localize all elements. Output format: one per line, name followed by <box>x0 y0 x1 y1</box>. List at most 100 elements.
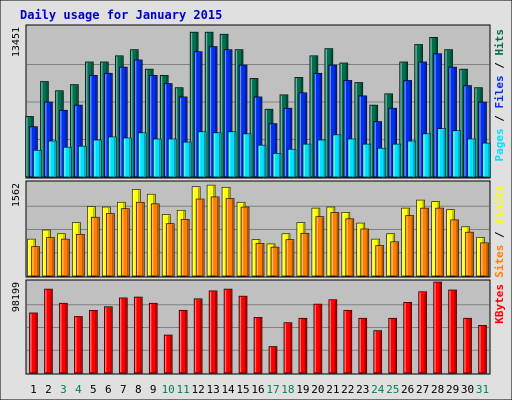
bar-pages-day-14 <box>227 131 237 178</box>
x-tick-label: 10 <box>162 383 175 396</box>
bar-pages-day-4 <box>78 145 87 178</box>
bar-sites-day-2 <box>46 237 55 277</box>
x-tick-label: 23 <box>356 383 369 396</box>
series-pages <box>33 128 491 178</box>
bar-kbytes-day-7 <box>118 297 128 374</box>
legend-sites: Sites <box>493 245 506 278</box>
bar-sites-day-13 <box>210 196 220 277</box>
x-tick-label: 16 <box>251 383 264 396</box>
bar-kbytes-day-19 <box>298 317 308 374</box>
bar-pages-day-13 <box>212 132 222 178</box>
bar-pages-day-7 <box>122 137 132 178</box>
panel-legend: Sites / Visits <box>493 185 506 278</box>
bar-pages-day-20 <box>317 139 327 178</box>
bar-kbytes-day-6 <box>104 306 113 374</box>
bar-pages-day-6 <box>108 136 117 178</box>
bar-sites-day-29 <box>450 219 459 277</box>
bar-sites-day-20 <box>315 216 325 277</box>
bar-kbytes-day-28 <box>433 281 442 374</box>
bar-sites-day-25 <box>390 241 400 277</box>
bar-pages-day-29 <box>452 130 461 178</box>
bar-kbytes-day-11 <box>178 309 188 374</box>
x-tick-label: 30 <box>461 383 474 396</box>
x-tick-label: 22 <box>341 383 354 396</box>
bar-sites-day-30 <box>465 231 474 277</box>
bar-pages-day-18 <box>287 148 297 178</box>
chart-title: Daily usage for January 2015 <box>20 8 222 22</box>
bar-pages-day-26 <box>407 140 416 178</box>
bar-kbytes-day-18 <box>283 322 293 374</box>
legend-visits: Visits <box>493 185 506 225</box>
bar-sites-day-19 <box>300 232 310 277</box>
x-tick-label: 6 <box>105 383 112 396</box>
legend-separator: / <box>493 109 506 129</box>
bar-sites-day-3 <box>61 238 70 277</box>
bar-sites-day-27 <box>420 207 429 277</box>
bar-pages-day-2 <box>48 140 57 178</box>
bar-pages-day-10 <box>167 138 177 178</box>
bar-pages-day-27 <box>422 133 431 178</box>
bar-sites-day-1 <box>31 246 40 277</box>
x-tick-label: 8 <box>135 383 142 396</box>
bar-sites-day-28 <box>435 207 444 277</box>
panel-max-label: 98199 <box>11 282 22 312</box>
x-tick-label: 4 <box>75 383 82 396</box>
bar-kbytes-day-4 <box>74 316 83 374</box>
bar-kbytes-day-27 <box>418 291 427 374</box>
bar-kbytes-day-29 <box>448 289 457 374</box>
x-tick-label: 18 <box>281 383 294 396</box>
legend-pages: Pages <box>493 128 506 161</box>
bar-kbytes-day-26 <box>403 302 412 374</box>
bar-sites-day-7 <box>120 208 130 277</box>
bar-kbytes-day-23 <box>358 317 368 374</box>
bar-kbytes-day-31 <box>478 324 487 374</box>
x-tick-label: 9 <box>150 383 157 396</box>
panel-legend: Pages / Files / Hits <box>493 29 506 162</box>
x-tick-label: 5 <box>90 383 97 396</box>
bar-pages-day-8 <box>137 132 147 178</box>
x-tick-label: 2 <box>45 383 52 396</box>
x-tick-label: 12 <box>192 383 205 396</box>
chart-panels: 13451 Pages / Files / Hits 1562 Sites / Vis… <box>11 24 506 375</box>
bar-pages-day-5 <box>93 139 102 178</box>
legend-files: Files <box>493 75 506 108</box>
bar-kbytes-day-2 <box>44 288 53 374</box>
bar-kbytes-day-30 <box>463 317 472 374</box>
x-tick-label: 3 <box>60 383 67 396</box>
x-tick-label: 21 <box>326 383 339 396</box>
bar-kbytes-day-20 <box>313 303 323 374</box>
bar-kbytes-day-3 <box>59 302 68 374</box>
bar-sites-day-23 <box>360 228 370 277</box>
x-tick-label: 14 <box>221 383 235 396</box>
panel-legend: KBytes <box>493 284 506 324</box>
panel-1: 13451 Pages / Files / Hits <box>11 24 506 179</box>
x-tick-label: 19 <box>296 383 309 396</box>
series-kbytes <box>29 281 487 374</box>
x-tick-label: 1 <box>30 383 37 396</box>
panel-2: 1562 Sites / Visits <box>11 180 506 278</box>
bar-sites-day-9 <box>150 203 160 277</box>
bar-pages-day-31 <box>482 142 491 178</box>
bar-sites-day-5 <box>91 216 100 277</box>
x-tick-label: 31 <box>476 383 489 396</box>
x-tick-label: 7 <box>120 383 127 396</box>
bar-sites-day-16 <box>255 243 265 277</box>
bar-kbytes-day-14 <box>223 288 233 374</box>
bar-pages-day-1 <box>33 149 42 178</box>
bar-sites-day-6 <box>106 213 115 277</box>
x-tick-label: 15 <box>236 383 249 396</box>
bar-sites-day-11 <box>180 219 190 277</box>
bar-pages-day-21 <box>332 134 342 178</box>
bar-kbytes-day-17 <box>268 346 278 374</box>
bar-kbytes-day-12 <box>193 298 203 374</box>
bar-sites-day-31 <box>480 242 489 277</box>
bar-kbytes-day-13 <box>208 290 218 374</box>
legend-kbytes: KBytes <box>493 284 506 324</box>
bar-pages-day-3 <box>63 146 72 178</box>
x-axis-labels: 1 2 3 4 5 6 7 8 9 10 11 12 13 14 15 16 17 18 19 20 21 22 23 24 2… <box>30 383 489 396</box>
x-tick-label: 28 <box>431 383 444 396</box>
bar-kbytes-day-16 <box>253 317 263 374</box>
bar-kbytes-day-25 <box>388 317 398 374</box>
bar-pages-day-9 <box>152 138 162 178</box>
